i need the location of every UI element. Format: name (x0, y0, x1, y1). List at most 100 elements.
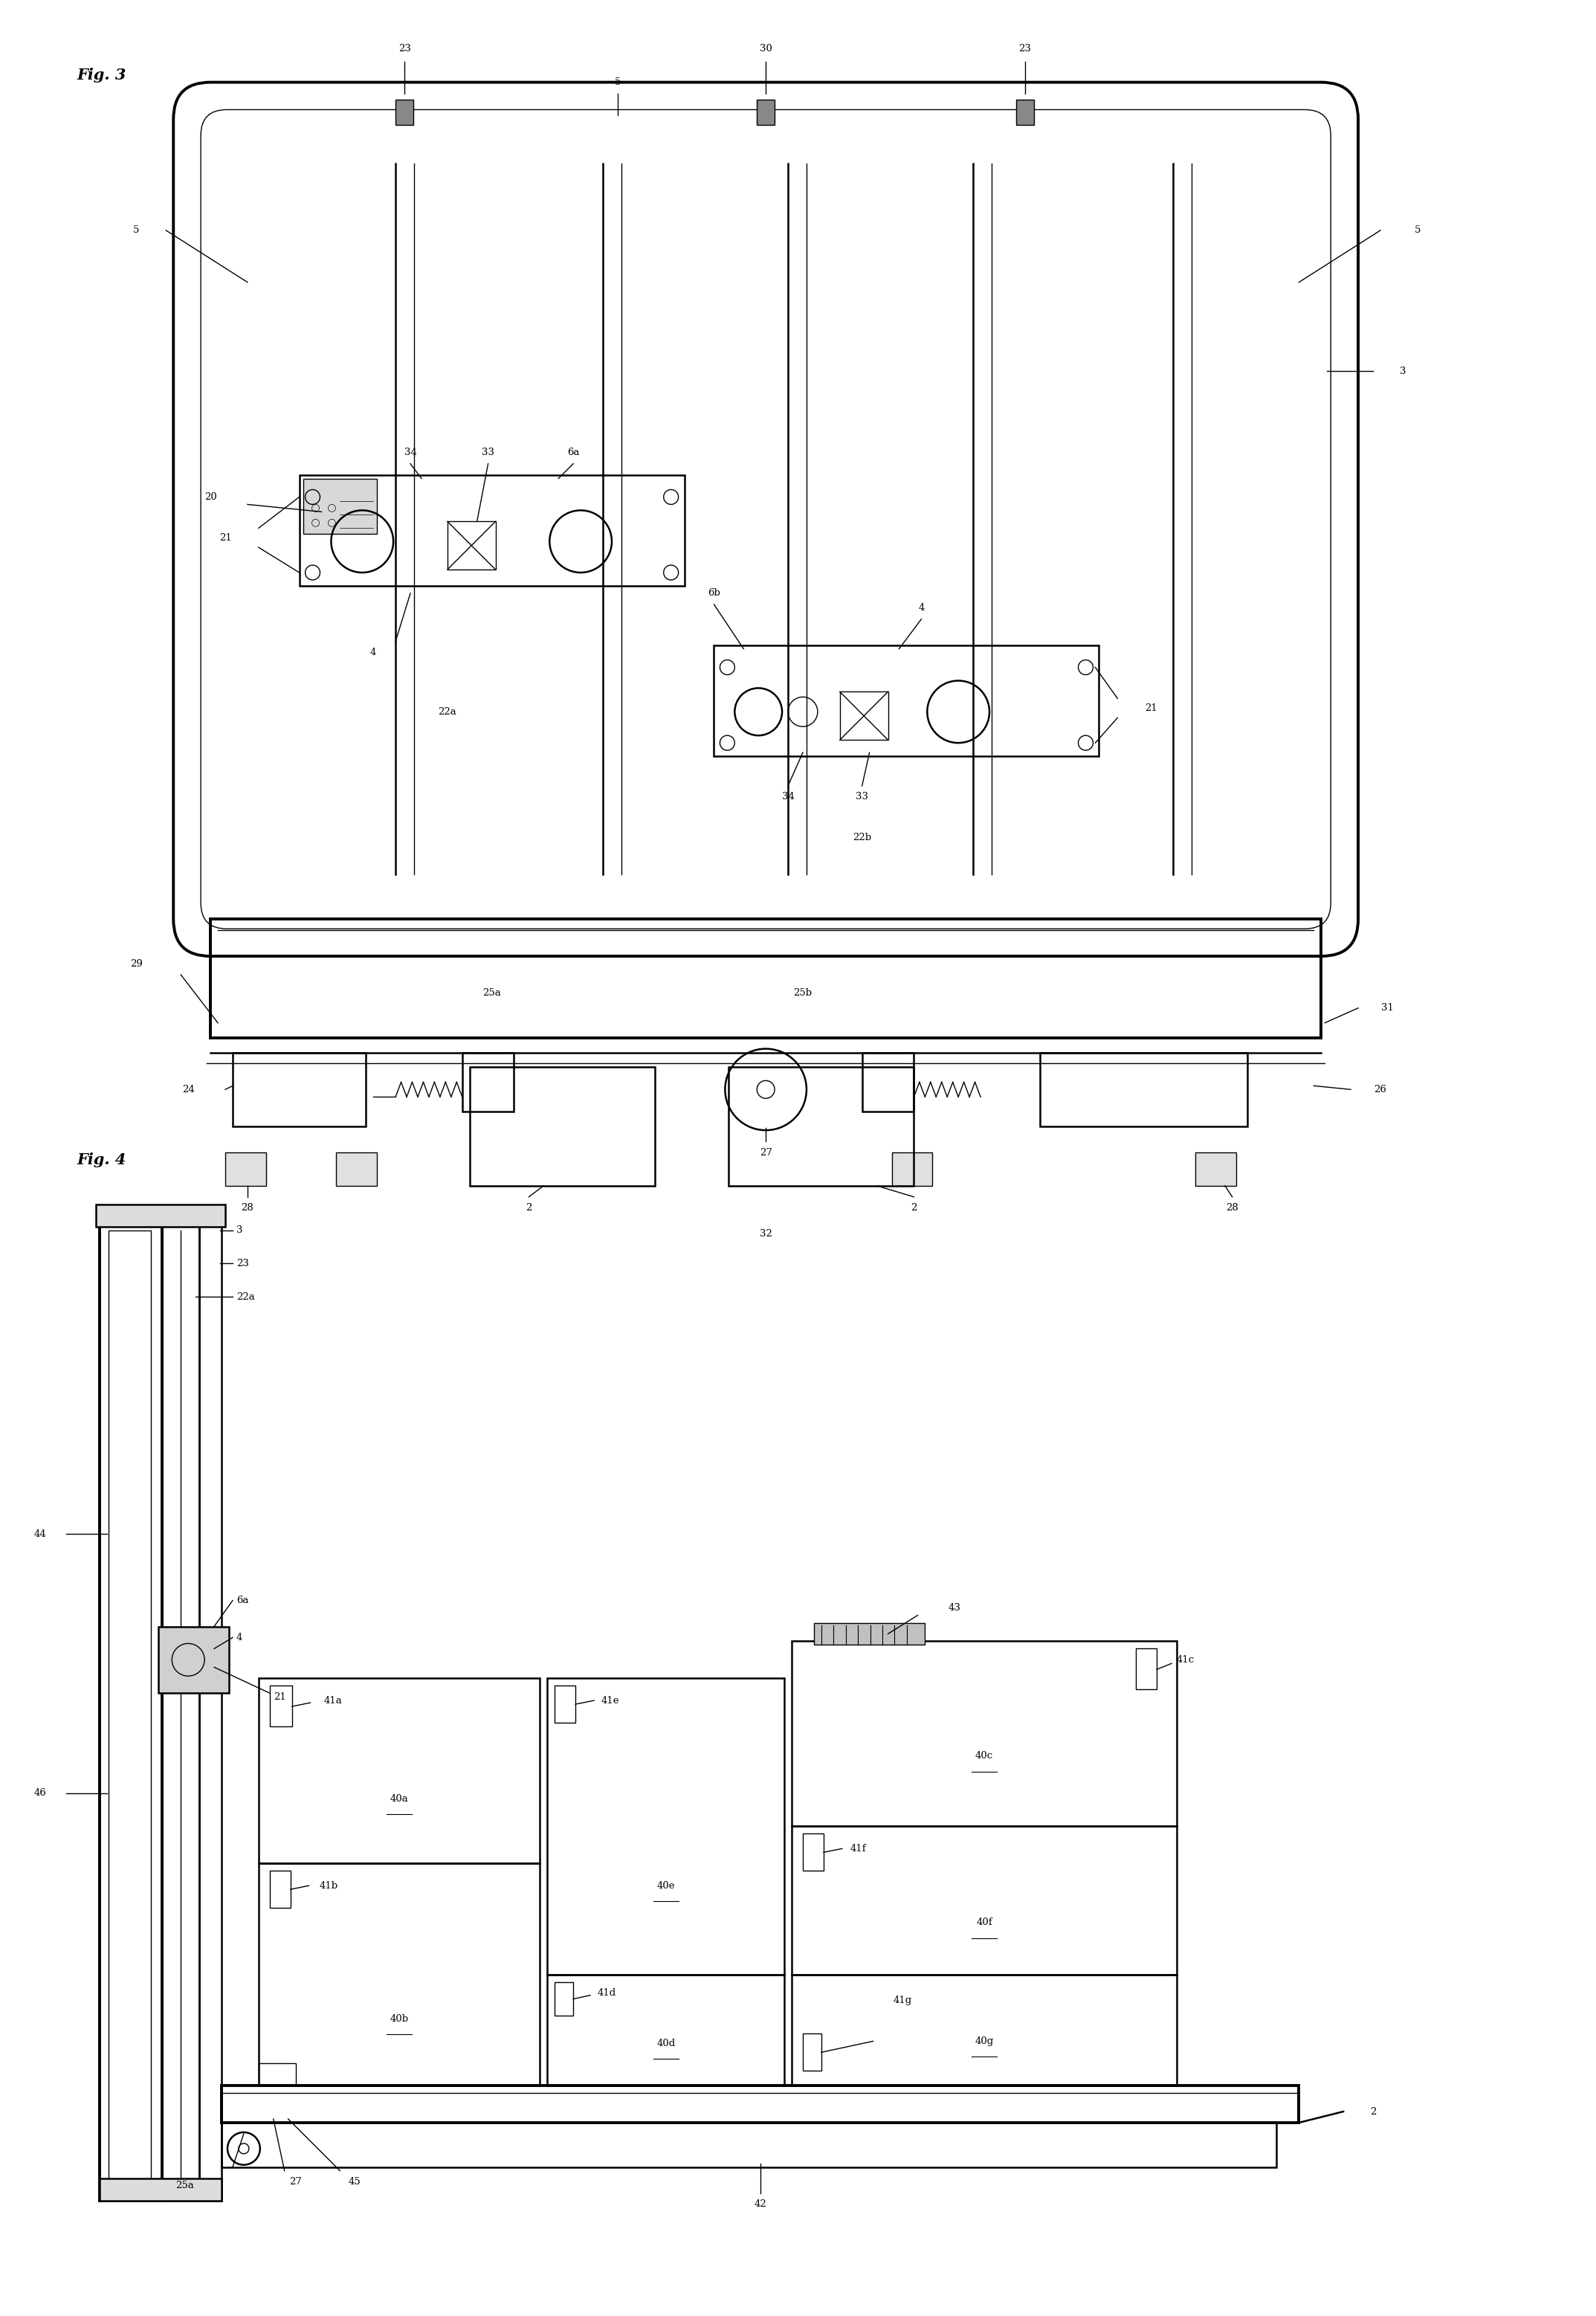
Text: 28: 28 (1226, 1202, 1238, 1214)
Text: 41f: 41f (851, 1844, 867, 1853)
Text: 26: 26 (1374, 1084, 1387, 1095)
Bar (158, 1626, 228, 1693)
Text: 40b: 40b (389, 2015, 409, 2024)
Bar (803, 1834, 824, 1871)
Text: 40c: 40c (975, 1751, 993, 1760)
Text: 4: 4 (918, 602, 924, 614)
Text: 4: 4 (236, 1633, 243, 1642)
Bar (792, 1642, 1176, 1827)
Bar (222, 2087, 1299, 2124)
Bar (792, 1827, 1176, 1976)
Text: 5: 5 (1414, 225, 1420, 236)
Bar (469, 1068, 654, 1186)
Text: 42: 42 (753, 2200, 766, 2209)
Text: 27: 27 (760, 1149, 772, 1158)
Bar (1039, 1051, 1246, 1126)
Text: 2: 2 (525, 1202, 531, 1214)
Text: 3: 3 (1400, 366, 1406, 375)
Bar (99, 1216, 163, 2200)
Bar (222, 2124, 1277, 2168)
Text: 40d: 40d (656, 2038, 675, 2047)
Bar (757, 100, 774, 125)
Text: 23: 23 (397, 44, 410, 53)
Bar (163, 1216, 200, 2200)
Bar (259, 1679, 539, 1864)
Text: 6a: 6a (567, 447, 579, 456)
Bar (729, 1068, 915, 1186)
Text: 21: 21 (219, 533, 231, 542)
Text: 41e: 41e (602, 1695, 619, 1705)
Text: 4: 4 (370, 648, 377, 658)
Bar (463, 1051, 514, 1112)
Text: 6a: 6a (236, 1596, 249, 1605)
Text: 20: 20 (204, 493, 217, 503)
Bar (555, 1686, 576, 1723)
Text: 6b: 6b (707, 588, 720, 598)
Text: 25a: 25a (482, 989, 501, 998)
Text: 25a: 25a (176, 2182, 193, 2191)
Text: 23: 23 (236, 1258, 249, 1269)
Bar (713, 646, 1100, 757)
Bar (892, 1153, 932, 1186)
Bar (300, 475, 685, 586)
Text: 31: 31 (1382, 1003, 1393, 1012)
Bar (1017, 100, 1034, 125)
Text: 41g: 41g (894, 1996, 913, 2006)
Bar (1136, 1649, 1157, 1688)
Text: 44: 44 (34, 1529, 46, 1538)
Bar (303, 479, 377, 535)
Bar (547, 1976, 784, 2087)
Bar (814, 1624, 926, 1644)
Bar (211, 919, 1321, 1038)
Bar (259, 1864, 539, 2087)
Text: 21: 21 (1144, 704, 1157, 713)
Text: 22b: 22b (852, 834, 871, 843)
Bar (109, 1230, 152, 2186)
Text: 25b: 25b (793, 989, 812, 998)
Bar (547, 1679, 784, 1976)
Text: 29: 29 (131, 959, 142, 968)
Text: 41d: 41d (597, 1987, 616, 1999)
Text: 40g: 40g (975, 2036, 994, 2045)
Text: 41c: 41c (1176, 1656, 1195, 1665)
Text: 43: 43 (948, 1603, 961, 1612)
Bar (792, 1976, 1176, 2087)
Text: Fig. 4: Fig. 4 (77, 1153, 126, 1167)
Text: 33: 33 (482, 447, 495, 456)
Bar (862, 1051, 915, 1112)
Text: 40e: 40e (656, 1881, 675, 1890)
Text: 33: 33 (855, 792, 868, 801)
Text: 34: 34 (404, 447, 417, 456)
Bar (99, 2177, 222, 2200)
Bar (555, 1982, 573, 2015)
Text: 2: 2 (911, 1202, 918, 1214)
Text: Fig. 3: Fig. 3 (77, 67, 126, 83)
Text: 46: 46 (34, 1788, 46, 1797)
Text: 28: 28 (241, 1202, 254, 1214)
Text: 30: 30 (760, 44, 772, 53)
Text: 40f: 40f (977, 1918, 993, 1927)
Text: 34: 34 (782, 792, 795, 801)
Text: 5: 5 (134, 225, 139, 236)
Bar (839, 692, 887, 739)
Text: 32: 32 (760, 1230, 772, 1239)
Bar (259, 2064, 295, 2087)
Bar (96, 1204, 225, 1227)
Text: 3: 3 (236, 1225, 243, 1234)
Text: 40a: 40a (389, 1795, 409, 1804)
Text: 5: 5 (614, 76, 621, 88)
Text: 24: 24 (182, 1084, 195, 1095)
Text: 21: 21 (273, 1693, 286, 1702)
Text: 2: 2 (1369, 2108, 1376, 2117)
Bar (270, 1871, 290, 1908)
Bar (803, 2033, 822, 2071)
Text: 23: 23 (1018, 44, 1031, 53)
Bar (1195, 1153, 1235, 1186)
Text: 45: 45 (348, 2177, 361, 2186)
Bar (233, 1051, 365, 1126)
Text: 41a: 41a (324, 1695, 342, 1705)
Bar (396, 100, 413, 125)
Bar (225, 1153, 267, 1186)
Text: 27: 27 (289, 2177, 302, 2186)
Text: 41b: 41b (319, 1881, 338, 1890)
